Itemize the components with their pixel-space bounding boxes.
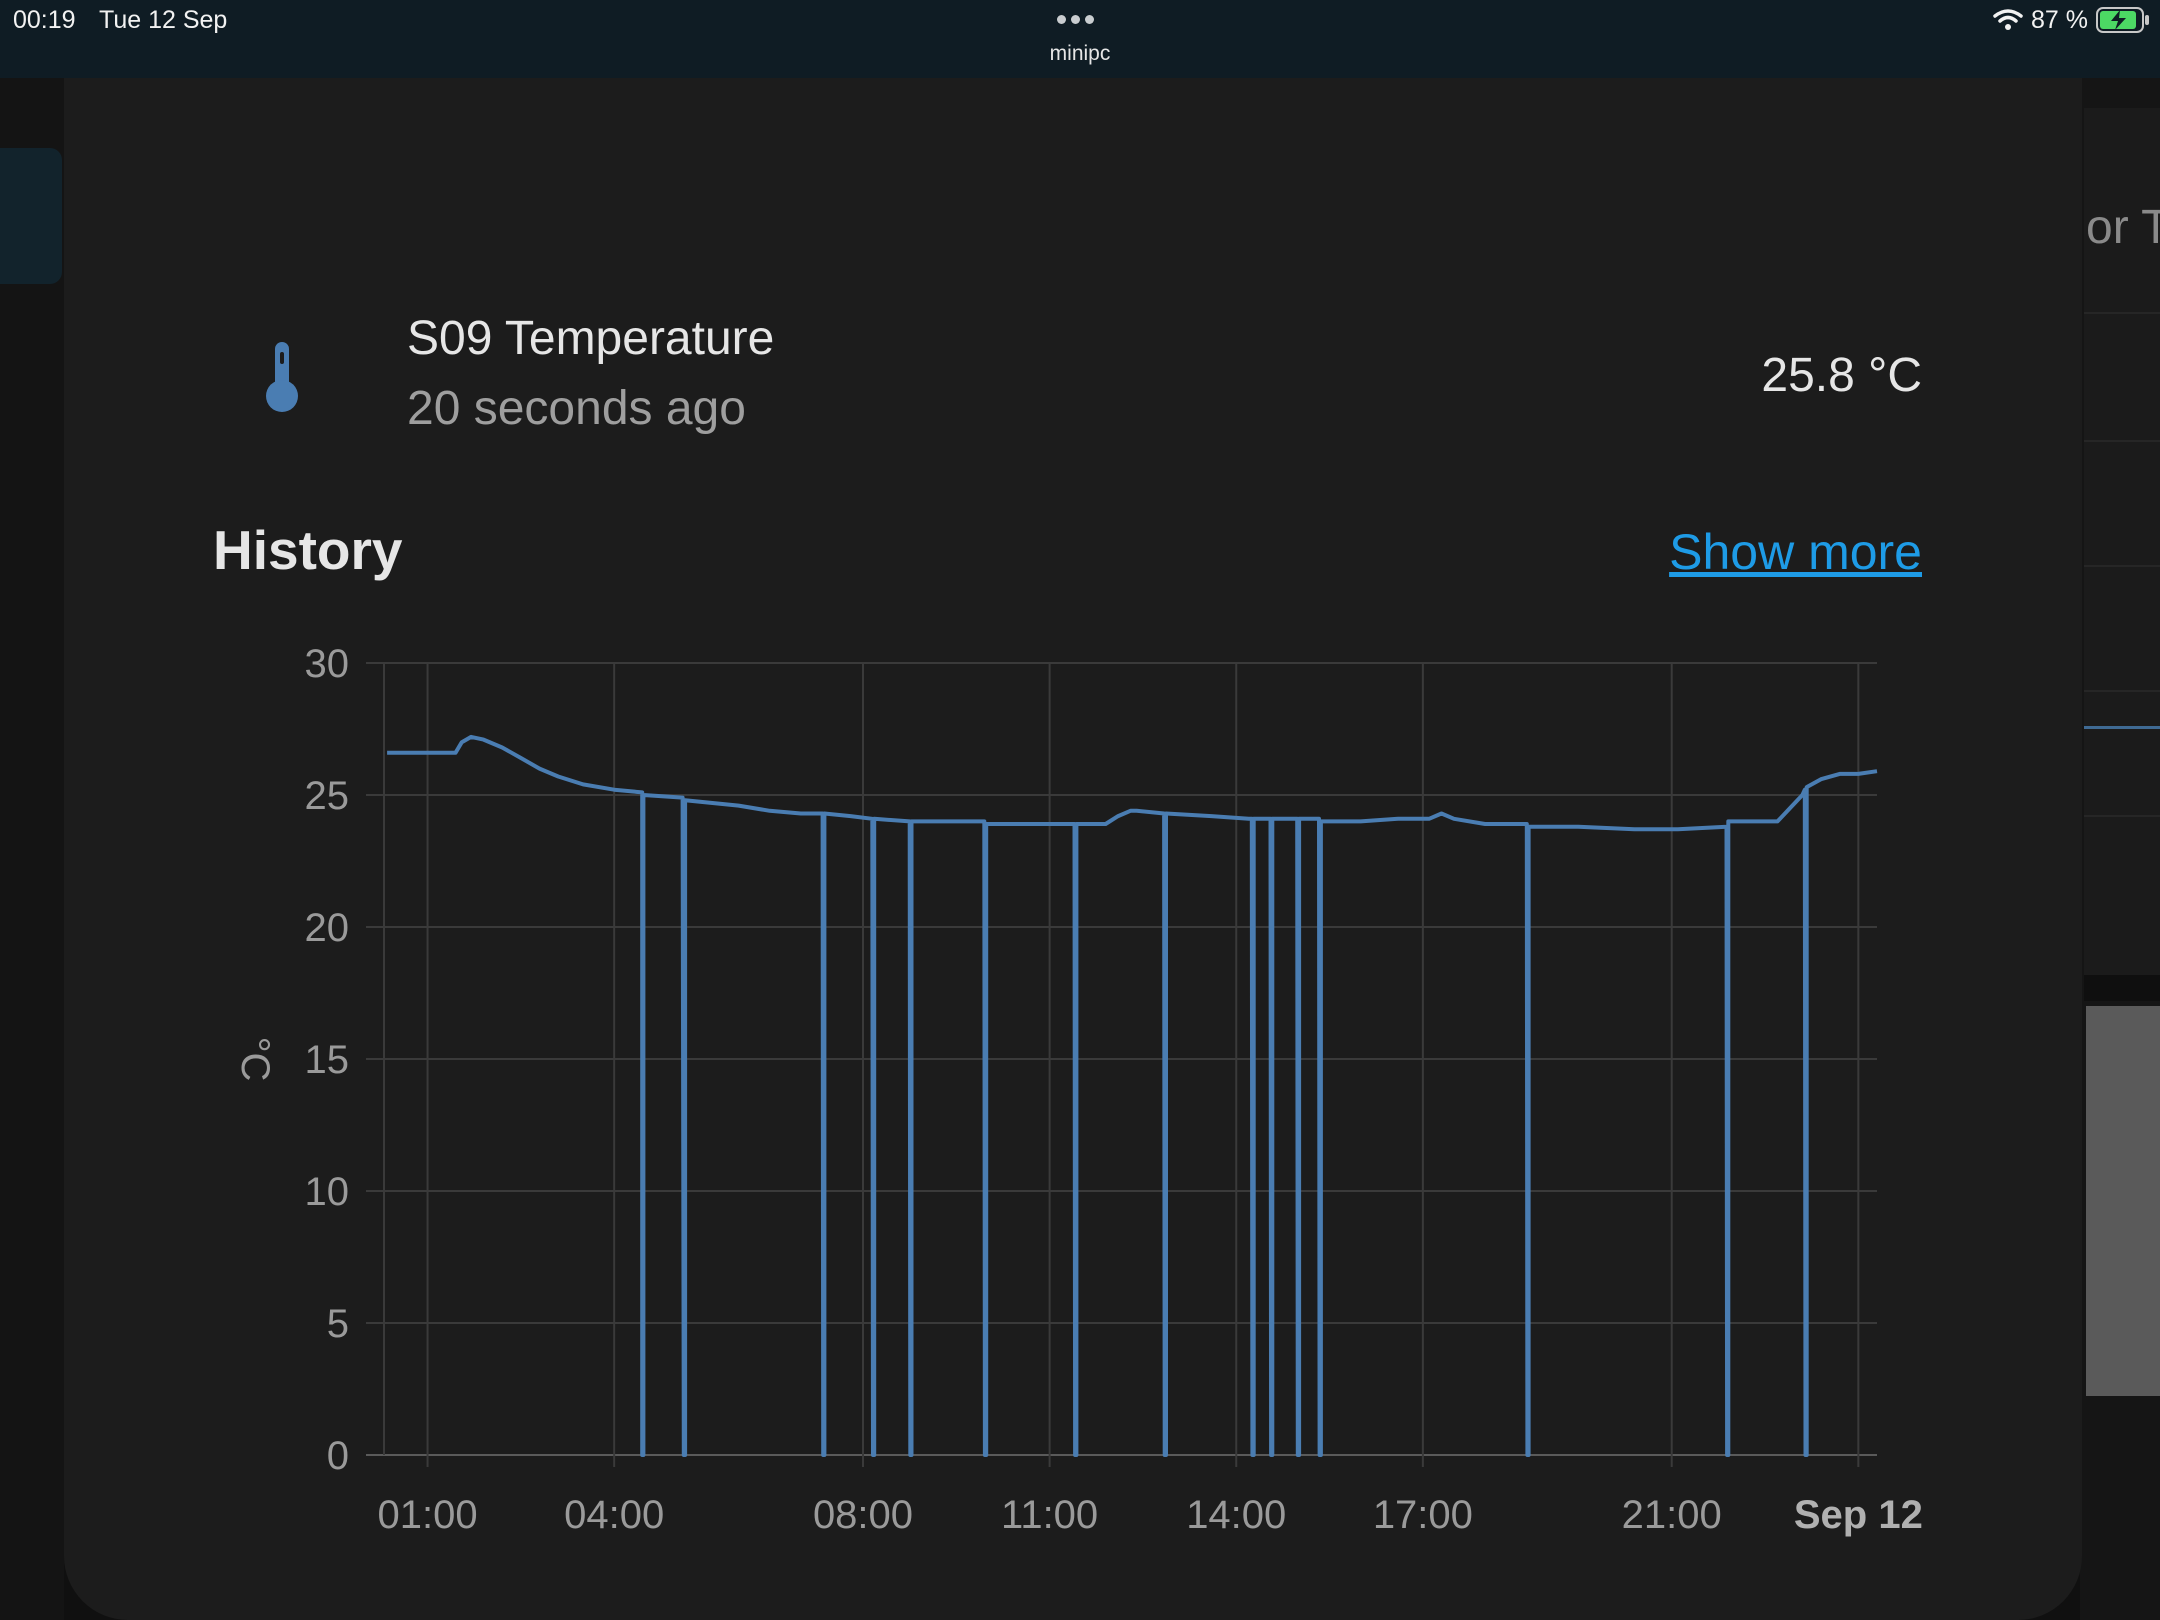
background-divider <box>2084 690 2160 692</box>
x-tick-label: 14:00 <box>1186 1493 1286 1537</box>
background-card-gap <box>2084 975 2160 1001</box>
x-tick-label: Sep 12 <box>1794 1493 1923 1537</box>
y-tick-label: 30 <box>305 642 350 686</box>
entity-name: S09 Temperature <box>407 312 775 365</box>
y-tick-label: 25 <box>305 774 350 818</box>
y-tick-label: 5 <box>327 1302 349 1346</box>
y-tick-label: 15 <box>305 1038 350 1082</box>
battery-percentage: 87 % <box>2031 5 2088 34</box>
background-divider <box>2084 312 2160 314</box>
background-graph-line <box>2084 726 2160 729</box>
history-heading: History <box>213 519 403 581</box>
y-tick-label: 0 <box>327 1434 349 1478</box>
show-more-link[interactable]: Show more <box>1669 524 1922 580</box>
x-tick-label: 21:00 <box>1622 1493 1722 1537</box>
x-tick-label: 17:00 <box>1373 1493 1473 1537</box>
status-indicators: 87 % <box>1993 4 2150 36</box>
x-tick-label: 08:00 <box>813 1493 913 1537</box>
wifi-icon <box>1993 9 2023 30</box>
status-bar: 00:19 Tue 12 Sep minipc 87 % <box>0 0 2160 78</box>
status-date: Tue 12 Sep <box>99 6 228 34</box>
battery-charging-icon <box>2096 7 2149 33</box>
entity-last-updated: 20 seconds ago <box>407 382 746 435</box>
status-time: 00:19 <box>13 6 76 34</box>
background-sidebar <box>0 78 64 1620</box>
y-axis-label: °C <box>233 1037 277 1082</box>
background-divider <box>2084 440 2160 442</box>
x-tick-label: 01:00 <box>377 1493 477 1537</box>
entity-state-value: 25.8 °C <box>1761 349 1922 402</box>
background-divider <box>2084 565 2160 567</box>
background-image-card <box>2086 1006 2160 1396</box>
more-info-dialog: S09 Temperature 20 seconds ago 25.8 °C H… <box>64 78 2082 1620</box>
thermometer-icon <box>266 342 298 412</box>
status-host: minipc <box>1049 42 1111 65</box>
history-chart[interactable]: 0 5 10 15 20 25 30 01:00 04:00 08:00 11:00 14:00 17:… <box>214 628 2084 1558</box>
background-card <box>2084 108 2160 978</box>
y-tick-label: 10 <box>305 1170 350 1214</box>
background-sidebar-item <box>0 148 62 284</box>
background-divider <box>2084 815 2160 817</box>
x-tick-label: 04:00 <box>564 1493 664 1537</box>
multitasking-dots-icon[interactable] <box>1057 6 1103 32</box>
temperature-series-line <box>387 734 1878 1457</box>
x-tick-label: 11:00 <box>1001 1493 1098 1537</box>
background-card-title: or T <box>2086 201 2160 254</box>
y-tick-label: 20 <box>305 906 350 950</box>
